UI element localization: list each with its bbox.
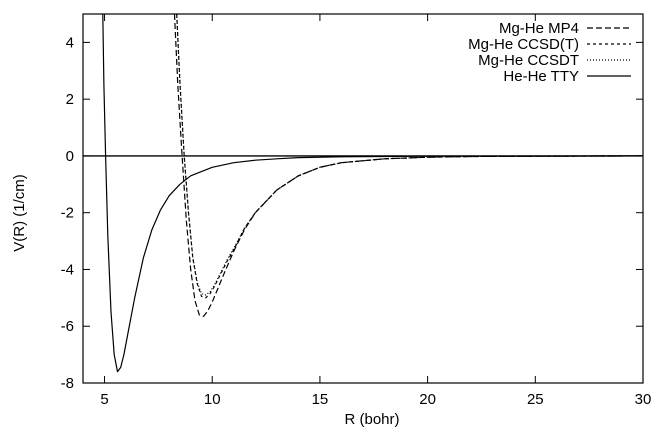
legend-label-mg-he-ccsdt: Mg-He CCSDT [478, 52, 579, 69]
x-tick-label: 25 [527, 391, 544, 408]
series-line-mg-he-mp4 [173, 14, 643, 317]
x-tick-label: 10 [204, 391, 221, 408]
legend-label-he-he-tty: He-He TTY [503, 68, 579, 85]
y-tick-label: -4 [61, 261, 74, 278]
y-tick-label: 2 [66, 91, 74, 108]
x-tick-label: 5 [100, 391, 108, 408]
x-axis-label: R (bohr) [344, 411, 399, 428]
plot-frame [82, 13, 644, 384]
x-tick-label: 30 [635, 391, 652, 408]
x-tick-label: 15 [312, 391, 329, 408]
legend-label-mg-he-ccsd-t: Mg-He CCSD(T) [468, 36, 579, 53]
y-tick-label: 4 [66, 34, 74, 51]
y-tick-label: -6 [61, 318, 74, 335]
plot-layer [83, 14, 643, 373]
x-tick-label: 20 [419, 391, 436, 408]
y-tick-label: 0 [66, 148, 74, 165]
series-line-he-he-tty [102, 14, 643, 373]
series-line-mg-he-ccsd-t [176, 14, 643, 299]
y-tick-label: -2 [61, 205, 74, 222]
y-tick-label: -8 [61, 375, 74, 392]
legend-label-mg-he-mp4: Mg-He MP4 [499, 20, 579, 37]
y-axis-label: V(R) (1/cm) [11, 174, 28, 252]
